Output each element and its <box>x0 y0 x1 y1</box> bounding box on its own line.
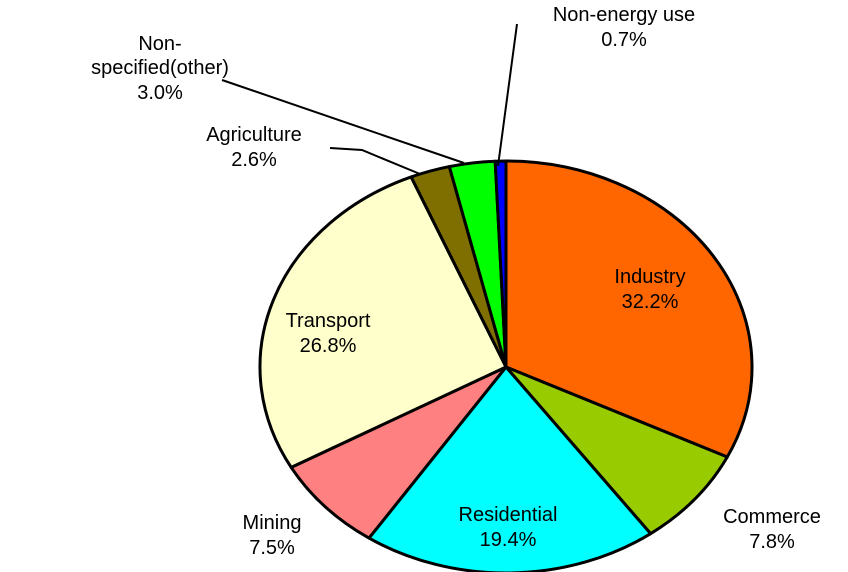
pie-slice <box>504 365 729 536</box>
slice-value-label: 7.8% <box>749 531 795 553</box>
slice-label: Transport <box>286 310 371 332</box>
pie-slice <box>258 175 508 469</box>
pie-slice <box>289 365 508 540</box>
slice-value-label: 32.2% <box>622 291 679 313</box>
slice-value-label: 3.0% <box>137 82 183 104</box>
pie-slice <box>493 159 508 369</box>
slice-value-label: 0.7% <box>601 29 647 51</box>
slice-label: Industry <box>614 266 685 288</box>
slice-value-label: 26.8% <box>300 335 357 357</box>
pie-slice <box>504 159 754 459</box>
slice-label: Agriculture <box>206 124 302 146</box>
slice-label: Commerce <box>723 506 821 528</box>
slice-label: Residential <box>459 504 558 526</box>
slice-value-label: 19.4% <box>480 529 537 551</box>
slice-label: Non-specified(other) <box>91 33 229 79</box>
slice-label: Mining <box>243 512 302 534</box>
leader-line <box>221 79 465 164</box>
leader-line <box>329 147 421 175</box>
slice-label: Non-energy use <box>553 4 695 26</box>
leader-line <box>497 23 518 167</box>
slice-value-label: 2.6% <box>231 149 277 171</box>
pie-slice <box>367 365 653 572</box>
slice-value-label: 7.5% <box>249 537 295 559</box>
